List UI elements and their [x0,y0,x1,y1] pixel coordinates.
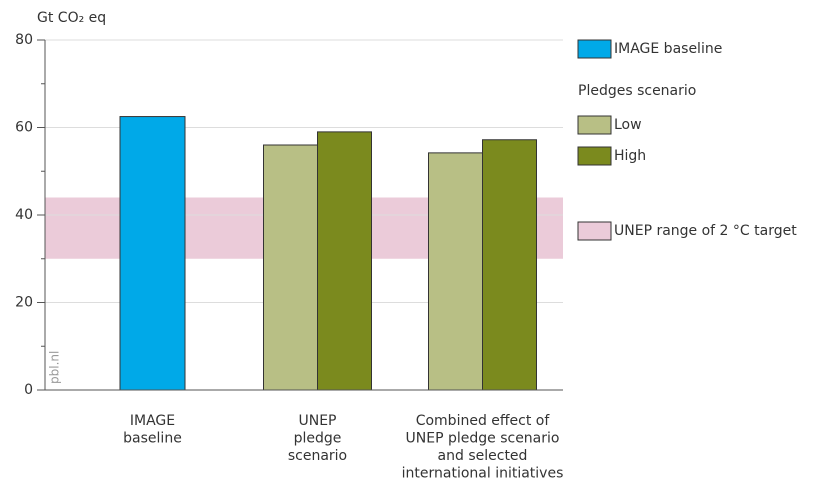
y-tick-label: 60 [15,120,33,136]
y-tick-label: 80 [15,32,33,48]
legend-label: UNEP range of 2 °C target [614,223,797,239]
bar [317,131,372,391]
legend-swatch [577,39,612,59]
y-tick-label: 0 [24,382,33,398]
bar [428,152,483,391]
legend-label: IMAGE baseline [614,41,722,57]
legend-swatch [577,146,612,166]
x-tick-label: UNEP pledge scenario [288,413,347,464]
legend-swatch [577,115,612,135]
bar [263,144,318,391]
x-tick-label: Combined effect of UNEP pledge scenario an… [402,413,564,482]
bar [119,116,186,391]
y-axis-label: Gt CO₂ eq [37,10,106,26]
watermark: pbl.nl [48,351,62,384]
y-tick-label: 40 [15,207,33,223]
legend-label: Low [614,117,642,133]
y-tick-label: 20 [15,295,33,311]
legend-swatch [577,221,612,241]
bar [482,139,537,391]
legend-group: Pledges scenario [578,83,696,99]
legend-label: High [614,148,646,164]
x-tick-label: IMAGE baseline [123,413,182,447]
